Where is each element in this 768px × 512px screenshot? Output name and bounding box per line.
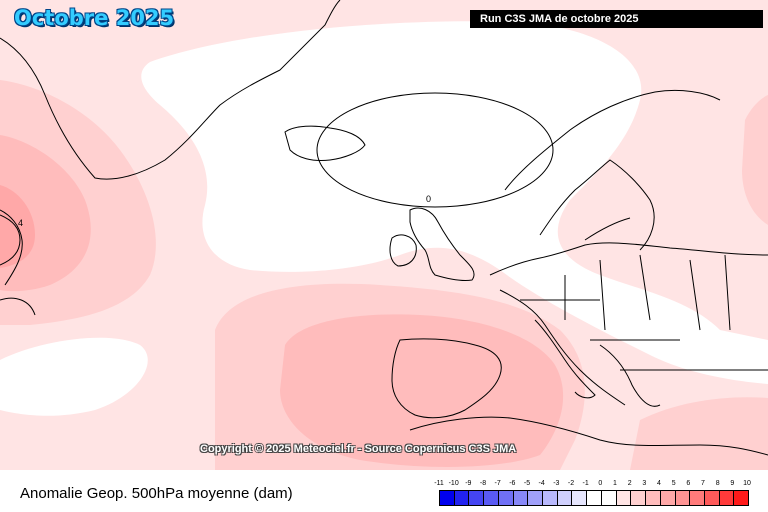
legend-tick: -3	[553, 480, 560, 487]
page-title: Octobre 2025	[14, 6, 175, 30]
legend-tick: 3	[642, 480, 647, 487]
anomaly-band-1-east	[640, 92, 768, 301]
legend-swatch	[660, 491, 676, 505]
legend-ticks: -11 -10 -9 -8 -7 -6 -5 -4 -3 -2 -1 0 1 2 3 4 5 6 7 8 9 10	[434, 480, 759, 490]
parameter-label: Anomalie Geop. 500hPa moyenne (dam)	[20, 485, 293, 502]
four-contour	[0, 214, 21, 266]
legend-swatch	[498, 491, 514, 505]
anomaly-band-2-east	[742, 95, 768, 225]
legend-tick: -6	[509, 480, 516, 487]
legend-tick: 1	[613, 480, 617, 487]
legend-swatch	[719, 491, 735, 505]
anomaly-map: 0 4	[0, 0, 768, 470]
legend-swatch	[469, 491, 485, 505]
legend-tick: -7	[494, 480, 501, 487]
legend-swatch	[631, 491, 647, 505]
legend-tick: 4	[657, 480, 661, 487]
legend-swatch	[440, 491, 455, 505]
legend-swatch	[646, 491, 661, 505]
legend-tick: 5	[671, 480, 676, 487]
iceland	[284, 125, 366, 161]
iberian-peninsula	[391, 338, 502, 419]
legend-tick: 10	[743, 480, 751, 487]
legend-swatch	[513, 491, 529, 505]
contour-label-four: 4	[18, 218, 23, 228]
legend-tick: -10	[448, 480, 459, 487]
legend-swatch	[454, 491, 470, 505]
legend-swatch	[587, 491, 602, 505]
zero-contour	[316, 92, 554, 208]
continental-europe	[489, 242, 768, 406]
contour-label-zero: 0	[426, 194, 431, 204]
legend-swatch	[543, 491, 558, 505]
legend-tick: 9	[730, 480, 735, 487]
british-isles	[389, 207, 475, 281]
canada-coast	[0, 209, 36, 316]
zero-anomaly-zone	[141, 21, 768, 384]
legend-tick: 6	[686, 480, 691, 487]
legend-tick: -2	[567, 480, 575, 487]
color-scale-legend: -11 -10 -9 -8 -7 -6 -5 -4 -3 -2 -1 0 1 2 3 4 5 6 7 8 9 10	[434, 480, 759, 506]
legend-tick: -5	[523, 480, 531, 487]
greenland-coast	[0, 0, 341, 180]
legend-tick: -1	[582, 480, 589, 487]
zero-anomaly-zone-west	[0, 337, 148, 416]
legend-tick: -11	[434, 480, 444, 487]
legend-swatch	[484, 491, 499, 505]
legend-tick: 7	[701, 480, 705, 487]
legend-swatch	[690, 491, 705, 505]
legend-tick: -4	[538, 480, 545, 487]
legend-swatch	[528, 491, 544, 505]
legend-tick: 8	[715, 480, 720, 487]
balkans-greece	[599, 344, 661, 407]
legend-swatch	[675, 491, 691, 505]
legend-swatch	[572, 491, 588, 505]
run-label: Run C3S JMA de octobre 2025	[470, 10, 763, 28]
copyright-notice: Copyright © 2025 Meteociel.fr - Source C…	[200, 443, 517, 455]
north-africa-coast	[409, 416, 768, 456]
italy	[534, 319, 596, 399]
legend-tick: -8	[479, 480, 487, 487]
legend-swatch	[704, 491, 720, 505]
legend-tick: 2	[627, 480, 632, 487]
legend-swatch	[557, 491, 573, 505]
legend-swatches	[439, 490, 749, 506]
scandinavia	[504, 89, 721, 251]
legend-swatch	[734, 491, 749, 505]
legend-swatch	[616, 491, 632, 505]
legend-tick: -9	[465, 480, 472, 487]
legend-tick: 0	[598, 480, 603, 487]
anomaly-band-2-southeast	[630, 397, 768, 470]
legend-swatch	[601, 491, 617, 505]
